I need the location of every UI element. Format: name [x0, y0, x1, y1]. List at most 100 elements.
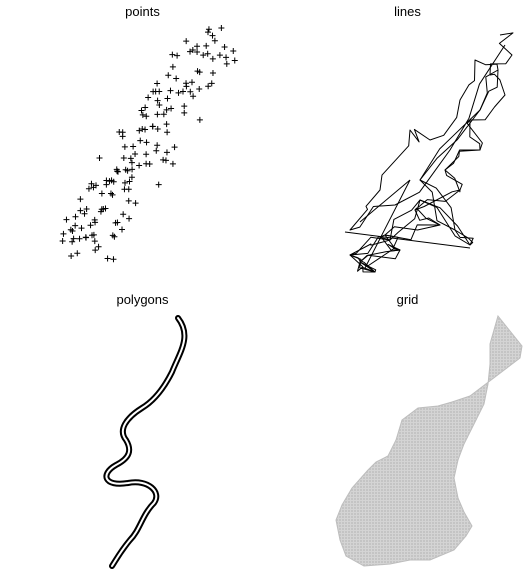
point-marker [155, 181, 162, 188]
line-feature [344, 179, 471, 269]
point-marker [143, 160, 150, 167]
point-marker [70, 235, 77, 242]
point-marker [194, 48, 201, 55]
point-marker [126, 215, 133, 222]
point-marker [90, 184, 97, 191]
point-marker [190, 93, 197, 100]
point-marker [163, 121, 170, 128]
point-marker [196, 86, 203, 93]
point-marker [124, 167, 131, 174]
point-marker [83, 234, 90, 241]
point-marker [97, 208, 104, 215]
point-marker [181, 103, 188, 110]
point-marker [211, 37, 218, 44]
point-marker [126, 178, 133, 185]
point-marker [72, 213, 79, 220]
point-marker [103, 177, 110, 184]
panel-lines: lines [275, 0, 530, 288]
river-polygon-outline [103, 315, 188, 569]
point-marker [88, 180, 95, 187]
points-plot [59, 25, 238, 263]
point-marker [167, 87, 174, 94]
point-marker [121, 186, 128, 193]
point-marker [187, 88, 194, 95]
point-marker [87, 222, 94, 229]
point-marker [109, 232, 116, 239]
point-marker [194, 43, 201, 50]
point-marker [90, 231, 97, 238]
river-polygon-fill [105, 317, 186, 567]
point-marker [142, 104, 149, 111]
point-marker [204, 50, 211, 57]
point-marker [83, 205, 90, 212]
point-marker [164, 95, 171, 102]
point-marker [209, 55, 216, 62]
point-marker [164, 129, 171, 136]
point-marker [136, 162, 143, 169]
point-marker [139, 125, 146, 132]
panel-title-lines: lines [394, 4, 421, 19]
point-marker [81, 210, 88, 217]
point-marker [152, 88, 159, 95]
point-marker [154, 125, 161, 132]
point-marker [125, 197, 132, 204]
point-marker [200, 52, 207, 59]
point-marker [169, 63, 176, 70]
point-marker [165, 72, 172, 79]
point-marker [209, 32, 216, 39]
lines-plot [344, 32, 514, 273]
point-marker [187, 48, 194, 55]
point-marker [78, 225, 85, 232]
point-marker [77, 207, 84, 214]
grid-raster-area [335, 314, 523, 567]
point-marker [121, 179, 128, 186]
point-marker [223, 60, 230, 67]
point-marker [96, 155, 103, 162]
point-marker [183, 38, 190, 45]
point-marker [137, 137, 144, 144]
point-marker [95, 243, 102, 250]
point-marker [205, 83, 212, 90]
point-marker [120, 211, 127, 218]
point-marker [168, 105, 175, 112]
point-marker [142, 126, 149, 133]
point-marker [173, 75, 180, 82]
point-marker [153, 147, 160, 154]
point-marker [121, 143, 128, 150]
panel-points: points [10, 0, 275, 288]
point-marker [221, 43, 228, 50]
point-marker [149, 123, 156, 130]
point-marker [223, 54, 230, 61]
point-marker [132, 200, 139, 207]
point-marker [111, 233, 118, 240]
line-feature [349, 69, 499, 273]
point-marker [154, 111, 161, 118]
point-marker [139, 111, 146, 118]
point-marker [106, 178, 113, 185]
point-marker [77, 196, 84, 203]
point-marker [104, 255, 111, 262]
point-marker [218, 25, 225, 32]
point-marker [143, 139, 150, 146]
point-marker [102, 205, 109, 212]
panel-grid: grid [275, 288, 530, 576]
point-marker [204, 29, 211, 36]
point-marker [163, 106, 170, 113]
point-marker [183, 80, 190, 87]
point-marker [169, 51, 176, 58]
point-marker [110, 256, 117, 263]
point-marker [60, 230, 67, 237]
point-marker [154, 97, 161, 104]
point-marker [107, 190, 114, 197]
point-marker [112, 219, 119, 226]
point-marker [72, 222, 79, 229]
point-marker [169, 160, 176, 167]
point-marker [113, 166, 120, 173]
point-marker [92, 247, 99, 254]
point-marker [68, 252, 75, 259]
point-marker [174, 52, 181, 59]
panel-title-polygons: polygons [116, 292, 169, 307]
panel-title-points: points [125, 4, 160, 19]
point-marker [63, 216, 70, 223]
